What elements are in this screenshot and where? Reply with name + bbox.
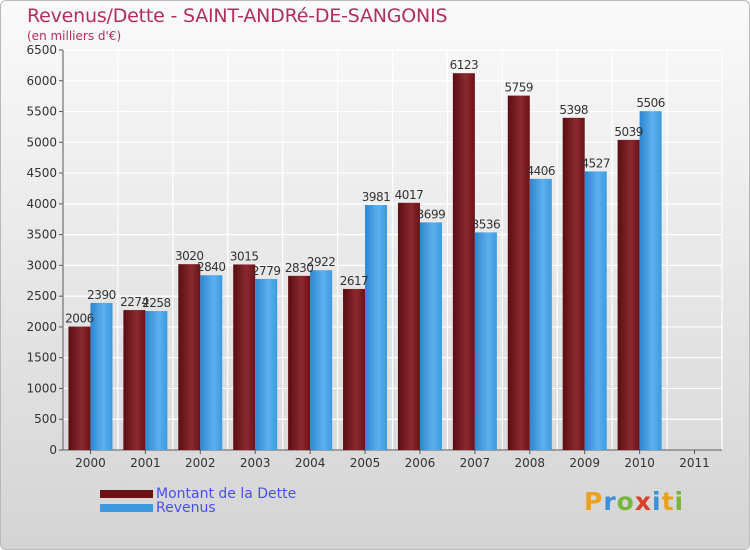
legend: Montant de la Dette Revenus [100, 486, 297, 516]
x-tick-label: 2011 [679, 456, 710, 470]
bar-dette [288, 275, 311, 450]
y-tick-label: 4000 [26, 197, 57, 211]
data-label-dette: 2830 [285, 261, 314, 275]
x-tick-label: 2001 [130, 456, 161, 470]
bar-dette [178, 264, 201, 450]
proxiti-logo: Proxiti [584, 487, 684, 516]
data-label-revenus: 2390 [87, 288, 116, 302]
logo-letter: o [616, 487, 635, 516]
logo-letter: P [584, 487, 604, 516]
x-tick-label: 2008 [515, 456, 546, 470]
y-tick-label: 0 [49, 443, 57, 457]
bar-dette [452, 73, 475, 450]
data-label-dette: 3015 [230, 249, 259, 263]
data-label-revenus: 3981 [362, 190, 391, 204]
bar-dette [617, 139, 640, 450]
x-tick-label: 2009 [569, 456, 600, 470]
x-tick-label: 2006 [405, 456, 436, 470]
data-label-revenus: 3536 [472, 217, 501, 231]
legend-swatch-revenus [100, 504, 153, 512]
x-tick-label: 2004 [295, 456, 326, 470]
bar-revenus [255, 278, 278, 450]
legend-label-dette: Montant de la Dette [156, 486, 297, 502]
bar-revenus [639, 111, 662, 451]
y-tick-label: 4500 [26, 166, 57, 180]
data-label-revenus: 4527 [581, 156, 610, 170]
bar-revenus [365, 205, 388, 450]
legend-swatch-dette [100, 490, 153, 498]
x-tick-label: 2005 [350, 456, 381, 470]
bar-dette [343, 288, 366, 450]
x-tick-label: 2002 [185, 456, 216, 470]
data-label-revenus: 2922 [307, 255, 336, 269]
y-tick-label: 1000 [26, 381, 57, 395]
bar-dette [123, 310, 146, 450]
bar-revenus [145, 311, 168, 450]
data-label-dette: 6123 [450, 58, 479, 72]
data-label-revenus: 4406 [527, 164, 556, 178]
bar-revenus [419, 222, 442, 450]
bar-revenus [310, 270, 333, 450]
x-tick-label: 2007 [460, 456, 491, 470]
bar-dette [507, 95, 530, 450]
y-tick-label: 5000 [26, 135, 57, 149]
chart-subtitle: (en milliers d'€) [27, 29, 122, 43]
chart-title: Revenus/Dette - SAINT-ANDRé-DE-SANGONIS [27, 5, 448, 27]
logo-letter: i [674, 487, 685, 516]
legend-item-revenus: Revenus [100, 500, 296, 516]
bar-dette [233, 264, 256, 450]
y-tick-label: 6000 [26, 74, 57, 88]
y-tick-label: 5500 [26, 105, 57, 119]
data-label-dette: 5759 [505, 81, 534, 95]
bar-revenus [200, 275, 223, 450]
data-label-dette: 2006 [65, 312, 94, 326]
legend-label-revenus: Revenus [156, 500, 216, 516]
logo-letter: i [652, 487, 662, 516]
y-tick-label: 6500 [26, 43, 57, 57]
data-label-revenus: 2779 [252, 264, 281, 278]
bar-dette [397, 202, 420, 450]
data-label-dette: 2274 [120, 295, 149, 309]
data-label-dette: 3020 [175, 249, 204, 263]
logo-letter: r [603, 487, 617, 516]
y-tick-label: 3000 [26, 258, 57, 272]
logo-letter: x [634, 487, 652, 516]
data-label-dette: 5398 [559, 103, 588, 117]
bar-dette [562, 117, 585, 451]
y-tick-label: 2000 [26, 320, 57, 334]
bar-revenus [584, 171, 607, 450]
data-label-dette: 2617 [340, 274, 369, 288]
bar-revenus [529, 178, 552, 450]
data-label-dette: 5039 [614, 125, 643, 139]
data-label-revenus: 2258 [142, 296, 171, 310]
x-tick-label: 2003 [240, 456, 271, 470]
bar-dette [68, 326, 91, 450]
bar-revenus [90, 302, 113, 450]
bar-revenus [474, 232, 497, 450]
x-tick-label: 2000 [75, 456, 106, 470]
y-tick-label: 2500 [26, 289, 57, 303]
legend-item-dette: Montant de la Dette [100, 486, 297, 502]
y-tick-label: 1500 [26, 351, 57, 365]
y-tick-label: 500 [34, 412, 57, 426]
x-tick-label: 2010 [624, 456, 655, 470]
data-label-dette: 4017 [395, 188, 424, 202]
logo-letter: t [661, 487, 675, 516]
data-label-revenus: 2840 [197, 260, 226, 274]
y-tick-label: 3500 [26, 228, 57, 242]
data-label-revenus: 3699 [417, 207, 446, 221]
data-label-revenus: 5506 [636, 96, 665, 110]
